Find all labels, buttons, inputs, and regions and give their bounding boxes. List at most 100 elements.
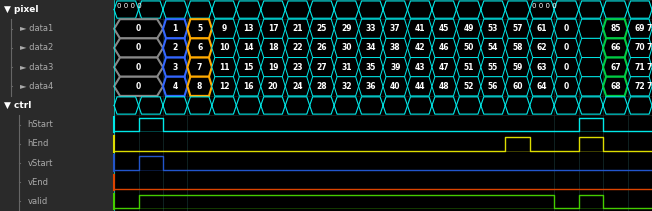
Polygon shape — [529, 38, 554, 58]
Text: ► data2: ► data2 — [20, 43, 53, 53]
Text: 63: 63 — [537, 63, 547, 72]
Text: 69: 69 — [634, 24, 645, 33]
Text: 54: 54 — [488, 43, 498, 53]
Polygon shape — [505, 19, 529, 38]
Polygon shape — [285, 38, 310, 58]
Text: 42: 42 — [415, 43, 425, 53]
Text: vStart: vStart — [27, 158, 53, 168]
Text: 32: 32 — [341, 82, 351, 91]
Text: 72: 72 — [634, 82, 645, 91]
Polygon shape — [456, 77, 481, 96]
Text: 31: 31 — [341, 63, 351, 72]
Text: 21: 21 — [292, 24, 303, 33]
Text: 17: 17 — [268, 24, 278, 33]
Text: 23: 23 — [292, 63, 303, 72]
Text: 41: 41 — [415, 24, 425, 33]
Polygon shape — [603, 58, 627, 77]
Text: 0: 0 — [564, 24, 569, 33]
Text: 0: 0 — [564, 63, 569, 72]
Polygon shape — [481, 58, 505, 77]
Polygon shape — [505, 77, 529, 96]
Polygon shape — [554, 38, 579, 58]
Text: 76: 76 — [647, 82, 652, 91]
Polygon shape — [481, 77, 505, 96]
Polygon shape — [114, 38, 163, 58]
Polygon shape — [432, 38, 456, 58]
Polygon shape — [505, 58, 529, 77]
Polygon shape — [456, 58, 481, 77]
Text: 85: 85 — [610, 24, 621, 33]
Polygon shape — [359, 38, 383, 58]
Text: 53: 53 — [488, 24, 498, 33]
Polygon shape — [579, 38, 603, 58]
Polygon shape — [188, 77, 212, 96]
Polygon shape — [554, 77, 579, 96]
Text: 6: 6 — [197, 43, 202, 53]
Text: 10: 10 — [219, 43, 230, 53]
Text: 44: 44 — [415, 82, 425, 91]
Text: 73: 73 — [647, 24, 652, 33]
Polygon shape — [236, 58, 261, 77]
Polygon shape — [334, 19, 359, 38]
Polygon shape — [261, 19, 285, 38]
Text: 19: 19 — [268, 63, 278, 72]
Polygon shape — [310, 19, 334, 38]
Text: 4: 4 — [173, 82, 178, 91]
Polygon shape — [456, 38, 481, 58]
Bar — [0, 0, 114, 211]
Text: 24: 24 — [292, 82, 303, 91]
Text: valid: valid — [27, 197, 48, 206]
Polygon shape — [359, 19, 383, 38]
Text: 34: 34 — [366, 43, 376, 53]
Polygon shape — [212, 38, 236, 58]
Polygon shape — [114, 19, 163, 38]
Text: 67: 67 — [610, 63, 621, 72]
Polygon shape — [579, 58, 603, 77]
Polygon shape — [408, 19, 432, 38]
Polygon shape — [408, 58, 432, 77]
Polygon shape — [163, 19, 188, 38]
Polygon shape — [603, 38, 627, 58]
Text: 7: 7 — [197, 63, 202, 72]
Text: 16: 16 — [243, 82, 254, 91]
Text: 0: 0 — [136, 24, 141, 33]
Polygon shape — [188, 38, 212, 58]
Polygon shape — [334, 77, 359, 96]
Polygon shape — [285, 19, 310, 38]
Polygon shape — [603, 77, 627, 96]
Polygon shape — [432, 58, 456, 77]
Text: 51: 51 — [464, 63, 474, 72]
Polygon shape — [432, 19, 456, 38]
Polygon shape — [383, 38, 408, 58]
Text: 74: 74 — [647, 43, 652, 53]
Polygon shape — [481, 38, 505, 58]
Polygon shape — [529, 77, 554, 96]
Text: 3: 3 — [173, 63, 178, 72]
Text: 71: 71 — [634, 63, 645, 72]
Text: 13: 13 — [243, 24, 254, 33]
Text: 55: 55 — [488, 63, 498, 72]
Text: 46: 46 — [439, 43, 449, 53]
Text: 0: 0 — [136, 43, 141, 53]
Text: 22: 22 — [292, 43, 303, 53]
Polygon shape — [579, 19, 603, 38]
Text: 66: 66 — [610, 43, 621, 53]
Text: 27: 27 — [317, 63, 327, 72]
Text: 15: 15 — [243, 63, 254, 72]
Text: 37: 37 — [390, 24, 400, 33]
Text: 56: 56 — [488, 82, 498, 91]
Text: 40: 40 — [390, 82, 400, 91]
Text: 0: 0 — [136, 82, 141, 91]
Polygon shape — [188, 19, 212, 38]
Text: 59: 59 — [512, 63, 523, 72]
Polygon shape — [456, 19, 481, 38]
Text: 48: 48 — [439, 82, 449, 91]
Text: 20: 20 — [268, 82, 278, 91]
Text: 18: 18 — [268, 43, 278, 53]
Polygon shape — [408, 77, 432, 96]
Text: 5: 5 — [197, 24, 202, 33]
Polygon shape — [236, 77, 261, 96]
Polygon shape — [554, 19, 579, 38]
Text: 0: 0 — [564, 43, 569, 53]
Polygon shape — [408, 38, 432, 58]
